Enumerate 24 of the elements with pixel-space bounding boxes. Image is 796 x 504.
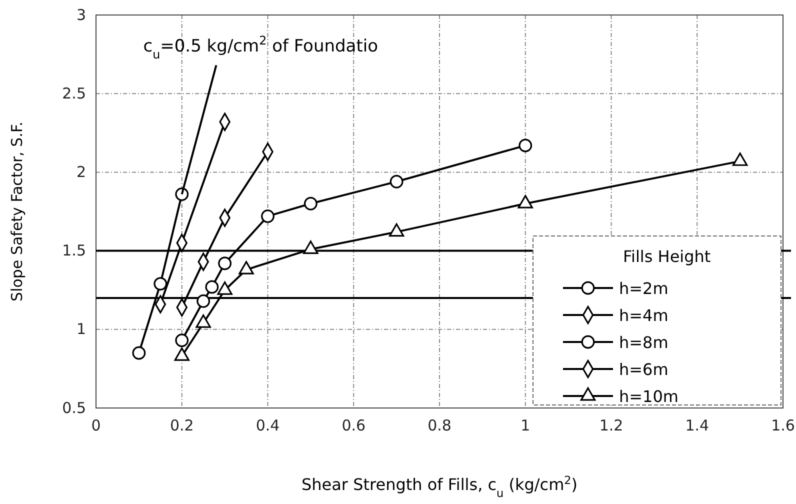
x-tick-label: 1.4 [685, 416, 710, 435]
x-tick-label: 0.4 [256, 416, 280, 435]
x-tick-label: 0 [91, 416, 101, 435]
y-tick-label: 2.5 [62, 84, 86, 102]
legend-title: Fills Height [623, 247, 711, 266]
x-tick-label: 1.2 [599, 416, 624, 435]
y-tick-label: 1.5 [62, 242, 86, 260]
x-tick-label: 0.8 [428, 416, 452, 435]
y-tick-label: 2 [76, 163, 86, 181]
y-tick-label: 3 [76, 6, 86, 24]
legend-label: h=10m [619, 387, 678, 406]
x-tick-label: 1 [520, 416, 530, 435]
legend-label: h=2m [619, 279, 668, 298]
legend-label: h=4m [619, 306, 668, 325]
x-tick-label: 1.6 [771, 416, 795, 435]
y-tick-label: 1 [76, 320, 86, 338]
legend-label: h=6m [619, 360, 668, 379]
annotation: c$_{u}$=0.5 kg/cm$^{2}$ of Foundatio [143, 33, 378, 62]
y-tick-label: 0.5 [62, 398, 86, 417]
x-tick-label: 0.6 [342, 416, 366, 435]
x-tick-label: 0.2 [170, 416, 194, 435]
y-axis-title: Slope Safety Factor, S.F. [8, 122, 26, 302]
legend-label: h=8m [619, 333, 668, 352]
x-axis-title: Shear Strength of Fills, c$_{u}$ (kg/cm$^{2}$) [301, 474, 578, 500]
